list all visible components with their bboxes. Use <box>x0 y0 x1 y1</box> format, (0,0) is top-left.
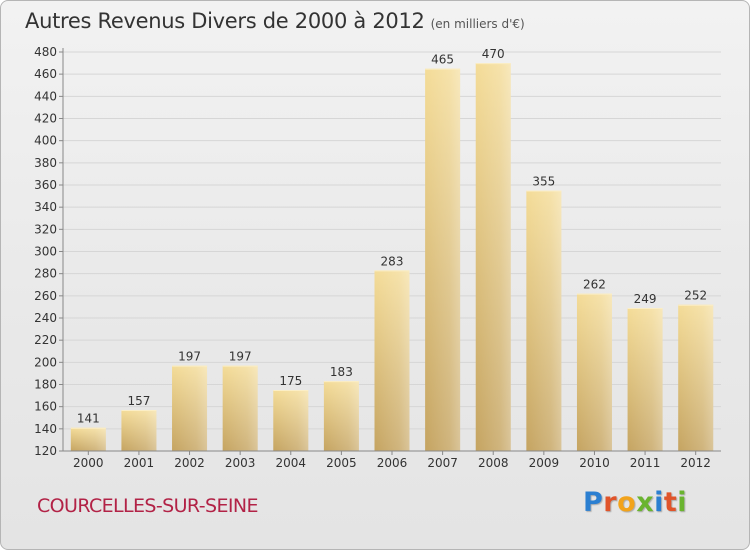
bar-value-label: 197 <box>178 350 201 364</box>
axes: 120 140 160 180 200 220 240 260 280 300 320 340 360 3… <box>34 45 721 470</box>
logo-letter: t <box>663 487 678 518</box>
y-tick-label: 220 <box>34 333 57 347</box>
bar-highlight <box>475 63 511 451</box>
proxiti-logo[interactable]: Proxiti <box>583 487 687 518</box>
y-tick-label: 420 <box>34 112 57 126</box>
bar-highlight <box>222 365 258 451</box>
y-tick-label: 180 <box>34 378 57 392</box>
x-tick-label: 2005 <box>326 456 357 470</box>
x-tick-label: 2006 <box>377 456 408 470</box>
logo-letter: i <box>654 487 664 518</box>
bar-value-label: 183 <box>330 365 353 379</box>
x-tick-label: 2004 <box>275 456 306 470</box>
bar-value-label: 252 <box>684 289 707 303</box>
y-tick-label: 160 <box>34 400 57 414</box>
logo-letter: x <box>636 487 655 518</box>
x-tick-label: 2010 <box>579 456 610 470</box>
bar-value-label: 157 <box>127 394 150 408</box>
x-tick-label: 2009 <box>529 456 560 470</box>
bar-value-label: 262 <box>583 278 606 292</box>
y-tick-label: 380 <box>34 156 57 170</box>
bar-value-label: 249 <box>634 292 657 306</box>
y-tick-label: 120 <box>34 444 57 458</box>
y-tick-label: 400 <box>34 134 57 148</box>
x-tick-label: 2002 <box>174 456 205 470</box>
bar-highlight <box>576 293 612 451</box>
bars: 141 157 197 197 175 183 283 465 470 355 262 249 252 <box>70 47 714 451</box>
x-tick-label: 2012 <box>680 456 711 470</box>
chart-title-text: Autres Revenus Divers de 2000 à 2012 <box>25 9 425 33</box>
y-tick-label: 360 <box>34 178 57 192</box>
y-tick-label: 240 <box>34 311 57 325</box>
bar-value-label: 465 <box>431 53 454 67</box>
logo-letter: r <box>603 487 618 518</box>
bar-highlight <box>374 270 410 451</box>
bar-value-label: 470 <box>482 47 505 61</box>
bar-value-label: 283 <box>381 254 404 268</box>
y-tick-label: 140 <box>34 422 57 436</box>
bar-highlight <box>323 381 359 451</box>
x-tick-label: 2000 <box>73 456 104 470</box>
commune-name: COURCELLES-SUR-SEINE <box>37 495 258 517</box>
x-tick-label: 2008 <box>478 456 509 470</box>
logo-letter: o <box>617 487 637 518</box>
bar-value-label: 355 <box>532 175 555 189</box>
bar-highlight <box>172 365 208 451</box>
bar-highlight <box>121 409 157 451</box>
chart-subtitle: (en milliers d'€) <box>430 17 525 31</box>
y-tick-label: 280 <box>34 267 57 281</box>
bar-highlight <box>678 304 714 451</box>
bar-highlight <box>273 390 309 451</box>
y-tick-label: 460 <box>34 67 57 81</box>
y-tick-label: 200 <box>34 355 57 369</box>
bar-highlight <box>425 68 461 451</box>
bar-highlight <box>526 190 562 451</box>
y-tick-label: 340 <box>34 200 57 214</box>
bar-value-label: 175 <box>279 374 302 388</box>
bar-highlight <box>627 308 663 451</box>
bar-value-label: 197 <box>229 350 252 364</box>
x-tick-label: 2007 <box>427 456 458 470</box>
y-tick-label: 260 <box>34 289 57 303</box>
x-tick-label: 2003 <box>225 456 256 470</box>
y-tick-label: 480 <box>34 45 57 59</box>
bar-highlight <box>70 427 106 451</box>
y-tick-label: 300 <box>34 245 57 259</box>
logo-letter: i <box>677 487 688 518</box>
y-tick-label: 320 <box>34 222 57 236</box>
y-tick-label: 440 <box>34 89 57 103</box>
logo-letter: P <box>583 487 604 518</box>
x-tick-label: 2011 <box>630 456 661 470</box>
bar-value-label: 141 <box>77 412 100 426</box>
chart-title: Autres Revenus Divers de 2000 à 2012 (en … <box>25 9 525 33</box>
x-tick-label: 2001 <box>124 456 155 470</box>
